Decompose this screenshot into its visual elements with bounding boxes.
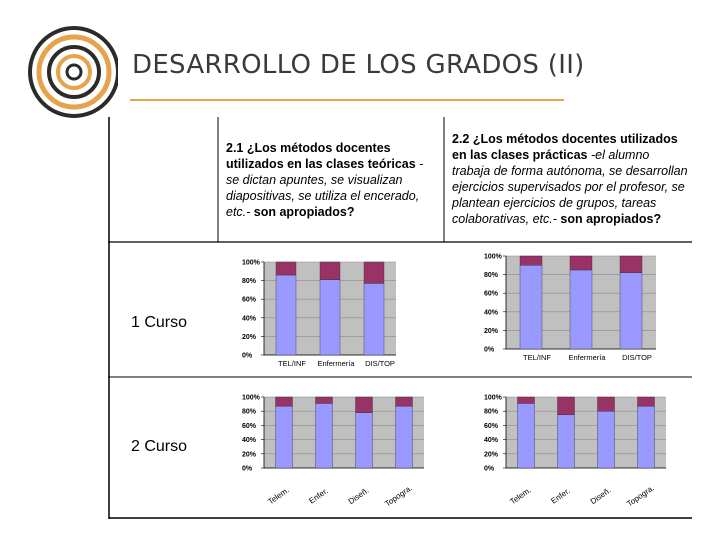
y-tick-label: 40% — [242, 437, 257, 444]
y-tick-label: 40% — [484, 309, 499, 316]
question-2-2: 2.2 ¿Los métodos docentes utilizados en … — [452, 131, 690, 227]
slide-title: DESARROLLO DE LOS GRADOS (II) — [132, 50, 585, 80]
question-2-1: 2.1 ¿Los métodos docentes utilizados en … — [226, 140, 434, 220]
question-2-1-tail: son apropiados? — [250, 205, 355, 219]
x-tick-label: TEL/INF — [278, 359, 306, 368]
y-tick-label: 60% — [484, 291, 499, 298]
question-2-1-lead: 2.1 ¿Los métodos docentes utilizados en … — [226, 141, 416, 171]
bar-segment-top — [363, 261, 385, 284]
y-tick-label: 20% — [242, 334, 257, 341]
y-tick-label: 100% — [484, 395, 503, 402]
x-tick-label: Enfer. — [307, 486, 329, 505]
bar-segment-main — [315, 403, 333, 469]
bar-segment-main — [355, 412, 373, 469]
bar-segment-top — [315, 396, 333, 404]
y-tick-label: 60% — [242, 297, 257, 304]
row-label-2-curso: 2 Curso — [131, 438, 188, 455]
question-2-1-examples: -se dictan apuntes, se visualizan diapos… — [226, 157, 424, 219]
chart-2-2-curso-2: 0% 20% 40% 60% 80% 100% Telem. Enfer. Diseñ. Topo… — [484, 395, 666, 509]
x-tick-label: TEL/INF — [523, 353, 551, 362]
y-tick-label: 20% — [484, 451, 499, 458]
bar-segment-top — [557, 396, 575, 415]
x-tick-label: Topogra. — [625, 483, 656, 508]
y-tick-label: 40% — [484, 437, 499, 444]
x-tick-label: Enfermería — [317, 359, 355, 368]
chart-2-1-curso-1: 0% 20% 40% 60% 80% 100% TEL/INF Enfermería DIS/T… — [242, 260, 396, 368]
y-tick-label: 20% — [484, 328, 499, 335]
bar-segment-main — [395, 406, 413, 469]
y-tick-label: 80% — [484, 272, 499, 279]
bar-segment-top — [517, 396, 535, 404]
x-tick-label: Enfermería — [568, 353, 606, 362]
y-tick-label: 80% — [242, 278, 257, 285]
question-2-2-examples: -el alumno trabaja de forma autónoma, se… — [452, 148, 688, 226]
x-tick-label: Diseñ. — [347, 486, 371, 506]
bar-segment-main — [569, 269, 593, 350]
bar-segment-main — [519, 265, 543, 350]
y-tick-label: 100% — [242, 395, 261, 402]
chart-2-2-curso-1: 0% 20% 40% 60% 80% 100% TEL/INF Enfermería DIS/T… — [484, 254, 656, 362]
bar-segment-main — [619, 272, 643, 350]
y-tick-label: 40% — [242, 315, 257, 322]
bar-segment-top — [355, 396, 373, 413]
bar-segment-top — [569, 255, 593, 271]
bar-segment-top — [619, 255, 643, 273]
bar-segment-main — [275, 274, 297, 356]
y-tick-label: 80% — [242, 409, 257, 416]
y-tick-label: 100% — [484, 254, 503, 261]
y-tick-label: 0% — [484, 466, 495, 473]
y-tick-label: 80% — [484, 409, 499, 416]
table-grid — [108, 117, 692, 519]
question-2-2-lead: 2.2 ¿Los métodos docentes utilizados en … — [452, 132, 678, 162]
logo-icon — [28, 22, 128, 122]
bar-segment-main — [319, 279, 341, 356]
bar-segment-top — [275, 396, 293, 407]
title-underline — [130, 99, 564, 101]
y-tick-label: 60% — [242, 423, 257, 430]
bar-segment-main — [275, 406, 293, 469]
bar-segment-main — [637, 406, 655, 469]
bar-segment-main — [517, 403, 535, 469]
x-tick-label: Telem. — [266, 486, 290, 507]
y-tick-label: 20% — [242, 451, 257, 458]
x-tick-label: DIS/TOP — [622, 353, 652, 362]
question-2-2-tail: son apropiados? — [556, 212, 662, 226]
x-tick-label: Diseñ. — [589, 486, 613, 506]
x-tick-label: DIS/TOP — [365, 359, 395, 368]
bar-segment-top — [597, 396, 615, 412]
y-tick-label: 0% — [242, 466, 253, 473]
bar-segment-top — [519, 255, 543, 266]
y-tick-label: 0% — [242, 353, 253, 360]
y-tick-label: 0% — [484, 347, 495, 354]
bar-segment-main — [363, 283, 385, 356]
chart-2-1-curso-2: 0% 20% 40% 60% 80% 100% Telem. Enfer. Diseñ. Topo… — [242, 395, 424, 509]
y-tick-label: 60% — [484, 423, 499, 430]
bar-segment-top — [319, 261, 341, 280]
x-tick-label: Topogra. — [383, 483, 414, 508]
bar-segment-main — [557, 414, 575, 469]
x-tick-label: Telem. — [508, 486, 532, 507]
x-tick-label: Enfer. — [549, 486, 571, 505]
bar-segment-main — [597, 411, 615, 469]
bar-segment-top — [275, 261, 297, 276]
y-tick-label: 100% — [242, 260, 261, 267]
bar-segment-top — [395, 396, 413, 407]
bar-segment-top — [637, 396, 655, 407]
row-label-1-curso: 1 Curso — [131, 314, 188, 331]
